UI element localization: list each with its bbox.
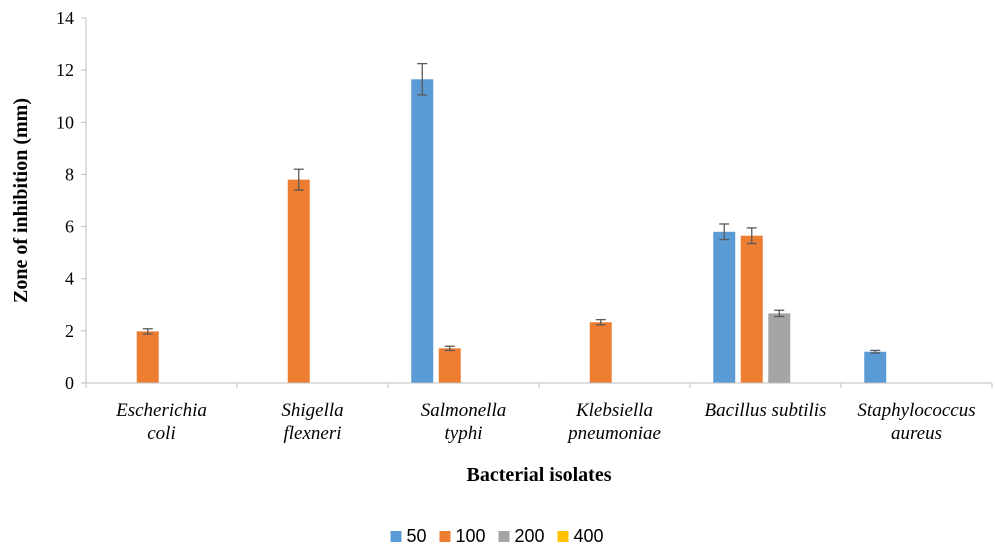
bars-group [136, 62, 887, 384]
legend-label: 200 [515, 526, 545, 546]
legend-swatch [390, 531, 402, 542]
y-axis-title: Zone of inhibition (mm) [10, 98, 32, 303]
x-tick-label: Escherichia [115, 400, 207, 421]
bar [438, 348, 461, 383]
x-tick-label: Bacillus subtilis [705, 400, 827, 421]
bar [768, 313, 791, 383]
legend-label: 100 [456, 526, 486, 546]
x-tick-label: Staphylococcus [857, 400, 975, 421]
x-axis-title: Bacterial isolates [467, 464, 612, 486]
x-tick-label: aureus [891, 423, 942, 444]
x-tick-label: coli [147, 423, 176, 444]
legend-swatch [439, 531, 451, 542]
y-tick-label: 10 [56, 112, 74, 132]
y-tick-label: 14 [56, 8, 74, 28]
legend: 50 100 200 400 [390, 526, 604, 546]
bar [136, 331, 159, 383]
x-tick-label: typhi [445, 423, 483, 444]
x-tick-label: Salmonella [421, 400, 507, 421]
y-tick-label: 4 [65, 269, 74, 289]
x-tick-label: Klebsiella [575, 400, 653, 421]
bar [864, 351, 887, 383]
y-tick-label: 0 [65, 373, 74, 393]
legend-swatch [498, 531, 510, 542]
y-axis: 0 2 4 6 8 10 12 14 [56, 8, 87, 393]
y-tick-label: 6 [65, 217, 74, 237]
x-tick-label: pneumoniae [566, 423, 661, 444]
bar [589, 322, 612, 383]
bar [713, 231, 736, 383]
y-tick-label: 8 [65, 164, 74, 184]
y-tick-label: 12 [56, 60, 74, 80]
legend-swatch [557, 531, 569, 542]
bar [740, 235, 763, 383]
x-tick-label: flexneri [283, 423, 341, 444]
legend-label: 50 [407, 526, 427, 546]
y-tick-label: 2 [65, 321, 74, 341]
bar [287, 179, 310, 383]
x-tick-label: Shigella [281, 400, 343, 421]
legend-label: 400 [574, 526, 604, 546]
bar [411, 79, 434, 384]
